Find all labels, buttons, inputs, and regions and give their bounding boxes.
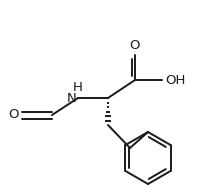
Text: O: O bbox=[9, 108, 19, 121]
Text: OH: OH bbox=[165, 74, 185, 87]
Text: O: O bbox=[130, 39, 140, 52]
Text: H: H bbox=[73, 81, 83, 94]
Text: N: N bbox=[67, 93, 77, 106]
